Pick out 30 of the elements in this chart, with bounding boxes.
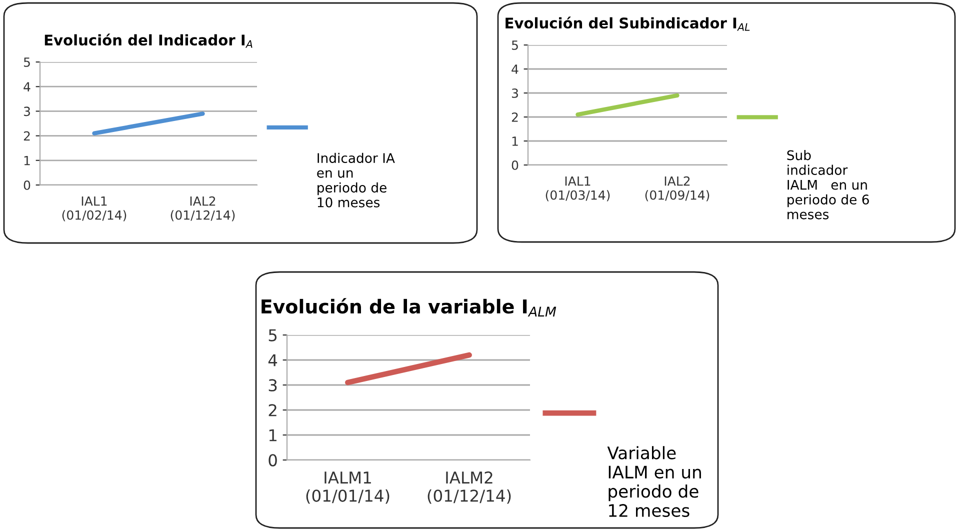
chart-title: Evolución del Subindicador I$_{AL}$ (506, 16, 750, 31)
y-tick-label: 3 (512, 88, 518, 98)
y-tick-label: 5 (512, 40, 518, 50)
y-tick-label: 0 (512, 160, 518, 170)
y-tick-label: 5 (268, 329, 277, 342)
y-tick-label: 1 (512, 136, 518, 146)
x-tick-label: IAL1 (01/03/14) (546, 176, 610, 202)
x-tick-label: IAL2 (01/09/14) (645, 176, 710, 202)
text: Sub indicador IALM en un periodo de 6 meses (787, 150, 869, 220)
x-tick-label: IAL2 (01/12/14) (170, 196, 235, 222)
y-tick-label: 4 (24, 82, 30, 92)
y-tick-label: 2 (512, 112, 518, 122)
x-tick-label: IALM2 (01/12/14) (428, 471, 511, 504)
y-tick-label: 4 (512, 64, 518, 74)
y-tick-label: 2 (24, 131, 30, 141)
x-tick-label: IAL1 (01/02/14) (62, 196, 126, 222)
y-tick-label: 2 (268, 404, 276, 416)
y-tick-label: 1 (269, 429, 276, 442)
y-tick-label: 1 (24, 156, 30, 166)
y-tick-label: 4 (268, 354, 278, 366)
chart-title: Evolución del Indicador I$_{A}$ (44, 34, 252, 48)
text: Variable IALM en un periodo de 12 meses (607, 446, 701, 517)
text: Indicador IA en un periodo de 10 meses (317, 152, 395, 208)
y-tick-label: 3 (24, 106, 30, 116)
x-tick-label: IALM1 (01/01/14) (306, 472, 390, 504)
y-tick-label: 3 (268, 379, 277, 392)
y-tick-label: 5 (24, 58, 30, 67)
y-tick-label: 0 (24, 180, 30, 190)
y-tick-label: 0 (268, 454, 277, 466)
chart-title: Evolución de la variable I$_{ALM}$ (262, 298, 556, 316)
